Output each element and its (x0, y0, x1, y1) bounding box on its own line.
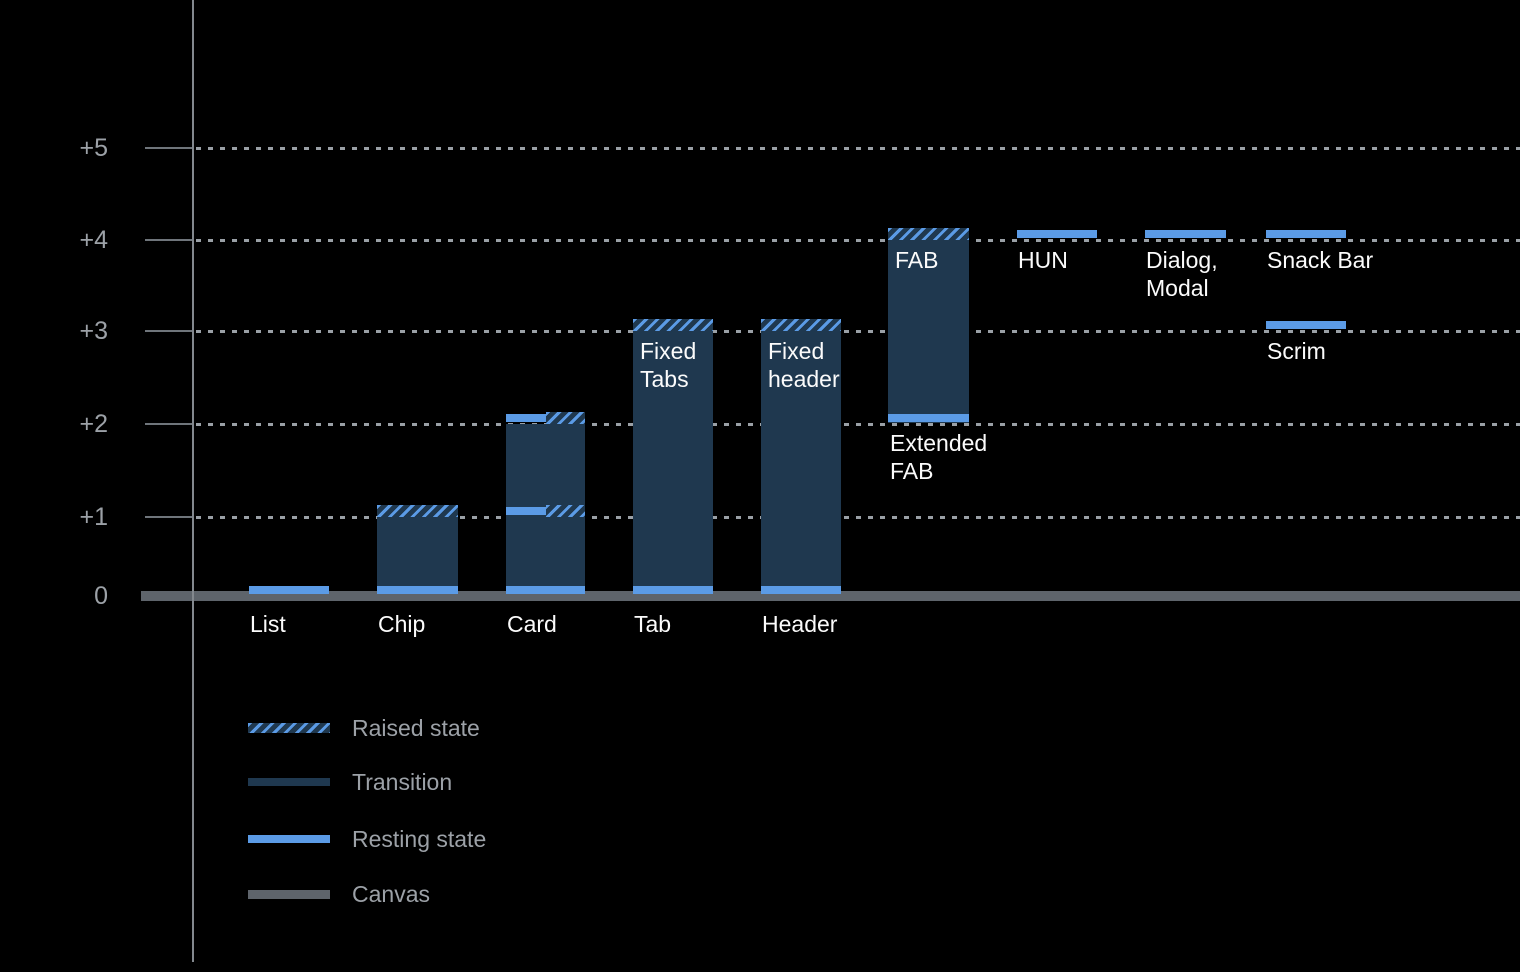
raised-band-extended-fab-4 (888, 228, 969, 240)
gridline-level-5 (196, 147, 1520, 150)
y-tick-label-1: +1 (79, 503, 108, 531)
gridline-level-1 (196, 516, 1520, 519)
resting-band-extended-fab-2 (888, 414, 969, 422)
label-tab: Tab (634, 611, 672, 637)
legend-swatch-canvas-icon (248, 890, 330, 899)
y-tick-label-3: +3 (79, 317, 108, 345)
transition-header (761, 331, 841, 592)
y-tick-level-1 (145, 516, 194, 518)
gridline-level-4 (196, 239, 1520, 242)
annotation-header: Fixed header (768, 338, 840, 392)
resting-band-header-0 (761, 586, 841, 594)
label-dialog-modal: Dialog, Modal (1146, 247, 1218, 301)
legend-label-transition: Transition (352, 769, 453, 795)
y-tick-label-4: +4 (79, 226, 108, 254)
resting-band-dialog-modal-4 (1145, 230, 1226, 238)
resting-band-scrim-3 (1266, 321, 1346, 329)
resting-band-card-0 (506, 586, 585, 594)
y-tick-label-2: +2 (79, 410, 108, 438)
label-hun: HUN (1018, 247, 1068, 273)
resting-band-list-0 (249, 586, 329, 594)
y-tick-label-5: +5 (79, 134, 108, 162)
y-tick-level-3 (145, 330, 194, 332)
raised-band-tab-3 (633, 319, 713, 331)
legend-label-resting: Resting state (352, 826, 487, 852)
transition-extended-fab (888, 240, 969, 423)
resting-band-card-2 (506, 414, 546, 422)
legend-swatch-raised-icon (248, 723, 330, 733)
annotation-extended-fab: FAB (895, 247, 939, 273)
transition-tab (633, 331, 713, 592)
raised-band-chip-1 (377, 505, 458, 517)
y-tick-level-5 (145, 147, 194, 149)
label-chip: Chip (378, 611, 426, 637)
canvas-baseline (141, 591, 1520, 601)
band-level-1-card (506, 505, 585, 517)
legend-swatch-resting-icon (248, 835, 330, 843)
label-card: Card (507, 611, 557, 637)
resting-band-tab-0 (633, 586, 713, 594)
y-tick-level-4 (145, 239, 194, 241)
gridline-level-3 (196, 330, 1520, 333)
resting-band-hun-4 (1017, 230, 1097, 238)
gridline-level-2 (196, 423, 1520, 426)
resting-band-chip-0 (377, 586, 458, 594)
legend-label-canvas: Canvas (352, 881, 430, 907)
label-extended-fab: Extended FAB (890, 430, 988, 484)
label-list: List (250, 611, 286, 637)
raised-band-header-3 (761, 319, 841, 331)
legend-swatch-transition-icon (248, 778, 330, 786)
y-tick-label-0: 0 (94, 582, 108, 610)
y-axis-line (192, 0, 194, 962)
transition-chip (377, 517, 458, 592)
resting-band-card-1 (506, 507, 546, 515)
label-header: Header (762, 611, 838, 637)
label-snack-bar: Snack Bar (1267, 247, 1374, 273)
y-tick-level-2 (145, 423, 194, 425)
raised-band-card-1 (545, 505, 585, 517)
resting-band-snack-bar-4 (1266, 230, 1346, 238)
annotation-tab: Fixed Tabs (640, 338, 697, 392)
raised-band-card-2 (545, 412, 585, 424)
band-level-2-card (506, 412, 585, 424)
legend-label-raised: Raised state (352, 715, 480, 741)
label-scrim: Scrim (1267, 338, 1326, 364)
